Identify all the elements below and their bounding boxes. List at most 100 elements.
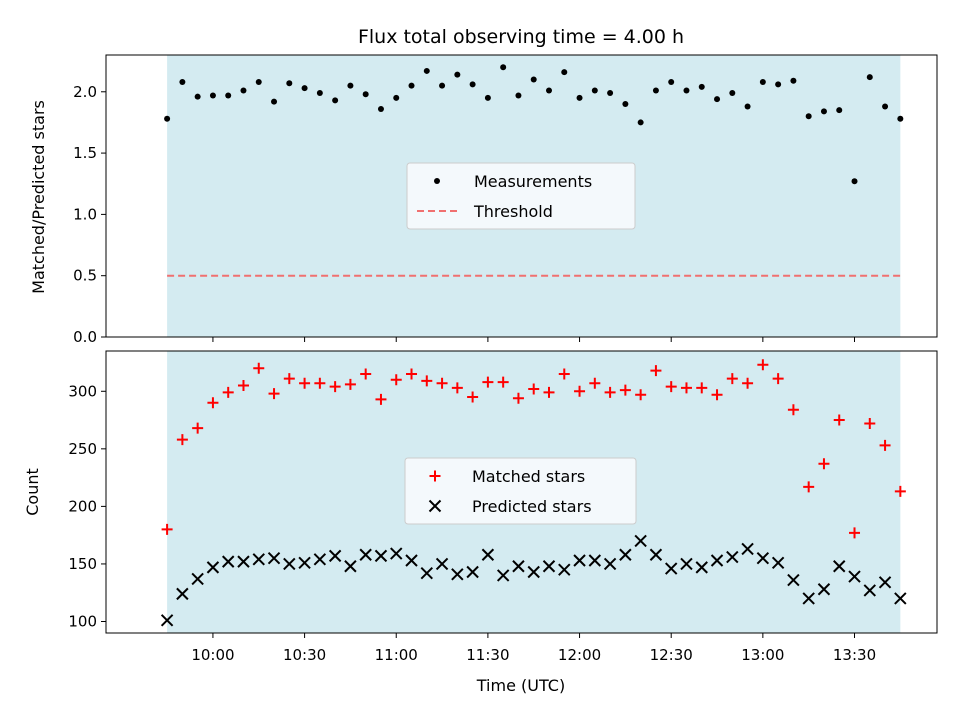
measurement-point xyxy=(729,90,736,97)
y-tick-label: 1.0 xyxy=(73,205,97,223)
matched-star-point xyxy=(833,414,845,426)
y-tick-label: 300 xyxy=(68,382,97,400)
predicted-star-point xyxy=(894,592,907,605)
predicted-star-point xyxy=(542,560,556,573)
measurement-point xyxy=(469,81,476,88)
predicted-star-point xyxy=(848,570,861,583)
matched-star-point xyxy=(849,527,861,539)
matched-star-point xyxy=(467,391,479,403)
predicted-star-point xyxy=(817,583,831,596)
predicted-star-point xyxy=(603,557,617,571)
measurement-point xyxy=(576,94,583,101)
matched-star-point xyxy=(497,376,509,388)
axes-frame xyxy=(105,350,938,634)
measurement-point xyxy=(179,78,186,85)
matched-star-point xyxy=(818,458,830,470)
matched-star-point xyxy=(665,381,677,393)
legend-label: Measurements xyxy=(474,172,592,191)
matched-star-point xyxy=(742,377,754,389)
legend-box xyxy=(404,457,637,525)
predicted-star-point xyxy=(756,551,770,565)
measurement-point xyxy=(362,91,369,98)
legend-label: Predicted stars xyxy=(472,497,592,516)
predicted-star-point xyxy=(267,551,281,565)
legend-marker-predicted xyxy=(428,499,442,513)
matched-star-point xyxy=(711,389,723,401)
matched-star-point xyxy=(161,523,173,535)
measurement-point xyxy=(652,87,659,94)
matched-star-point xyxy=(299,377,311,389)
y-tick-label: 200 xyxy=(68,497,97,515)
matched-star-point xyxy=(329,381,341,393)
measurement-point xyxy=(775,81,782,88)
matched-star-point xyxy=(864,418,876,430)
predicted-star-point xyxy=(451,568,464,581)
legend-label: Threshold xyxy=(473,202,553,221)
measurement-point xyxy=(882,103,889,110)
matched-star-point xyxy=(253,362,265,374)
chart-title: Flux total observing time = 4.00 h xyxy=(358,26,684,48)
predicted-star-point xyxy=(252,553,265,566)
predicted-star-point xyxy=(283,557,296,571)
predicted-star-point xyxy=(359,548,372,561)
matched-star-point xyxy=(787,404,799,416)
x-tick-label: 13:00 xyxy=(741,646,784,664)
matched-star-point xyxy=(757,359,769,371)
matched-star-point xyxy=(696,382,708,394)
matched-star-point xyxy=(207,397,219,409)
predicted-star-point xyxy=(405,554,418,567)
measurement-point xyxy=(744,103,751,110)
matched-star-point xyxy=(176,434,188,446)
matched-star-point xyxy=(421,375,433,387)
predicted-star-point xyxy=(833,560,846,573)
predicted-star-point xyxy=(237,555,250,568)
matched-star-point xyxy=(772,373,784,385)
measurement-point xyxy=(225,92,232,99)
predicted-star-point xyxy=(176,587,189,601)
top-ylabel: Matched/Predicted stars xyxy=(29,100,48,294)
measurement-point xyxy=(439,82,446,89)
measurement-point xyxy=(683,87,690,94)
matched-star-point xyxy=(589,377,601,389)
measurement-point xyxy=(866,74,873,81)
legend-box xyxy=(406,162,636,230)
predicted-star-point xyxy=(726,550,739,564)
measurement-point xyxy=(897,115,904,122)
y-tick-label: 0.5 xyxy=(73,267,97,285)
matched-star-point xyxy=(436,377,448,389)
matched-star-point xyxy=(512,392,524,404)
matched-star-point xyxy=(528,383,540,395)
y-tick-label: 250 xyxy=(68,440,97,458)
measurement-point xyxy=(637,119,644,126)
matched-star-point xyxy=(680,382,692,394)
measurement-point xyxy=(454,71,461,78)
predicted-star-point xyxy=(527,565,540,579)
predicted-star-point xyxy=(206,561,220,574)
measurement-point xyxy=(836,107,843,114)
predicted-star-point xyxy=(558,563,571,576)
bottom-panel: 100 150 200 250 300 10:00 10:30 11:00 11:30 12:00… xyxy=(68,350,938,664)
x-tick-label: 12:30 xyxy=(650,646,693,664)
measurement-point xyxy=(484,94,491,101)
predicted-star-point xyxy=(649,548,663,561)
predicted-star-point xyxy=(634,534,647,548)
matched-star-point xyxy=(803,481,815,493)
predicted-star-point xyxy=(191,572,204,586)
bottom-xlabel: Time (UTC) xyxy=(476,676,565,695)
measurement-point xyxy=(805,113,812,120)
predicted-star-point xyxy=(435,557,449,571)
predicted-star-point xyxy=(512,560,525,573)
measurement-point xyxy=(545,87,552,94)
measurement-point xyxy=(377,105,384,112)
predicted-star-point xyxy=(344,560,357,573)
measurement-point xyxy=(286,80,293,87)
predicted-star-point xyxy=(680,557,693,571)
predicted-star-point xyxy=(588,554,602,567)
measurement-point xyxy=(622,101,629,108)
legend-marker-matched xyxy=(429,470,441,482)
measurement-point xyxy=(515,92,522,99)
matched-star-point xyxy=(360,368,372,380)
measurement-point xyxy=(851,178,858,185)
matched-star-point xyxy=(619,384,631,396)
predicted-star-point xyxy=(420,566,433,580)
